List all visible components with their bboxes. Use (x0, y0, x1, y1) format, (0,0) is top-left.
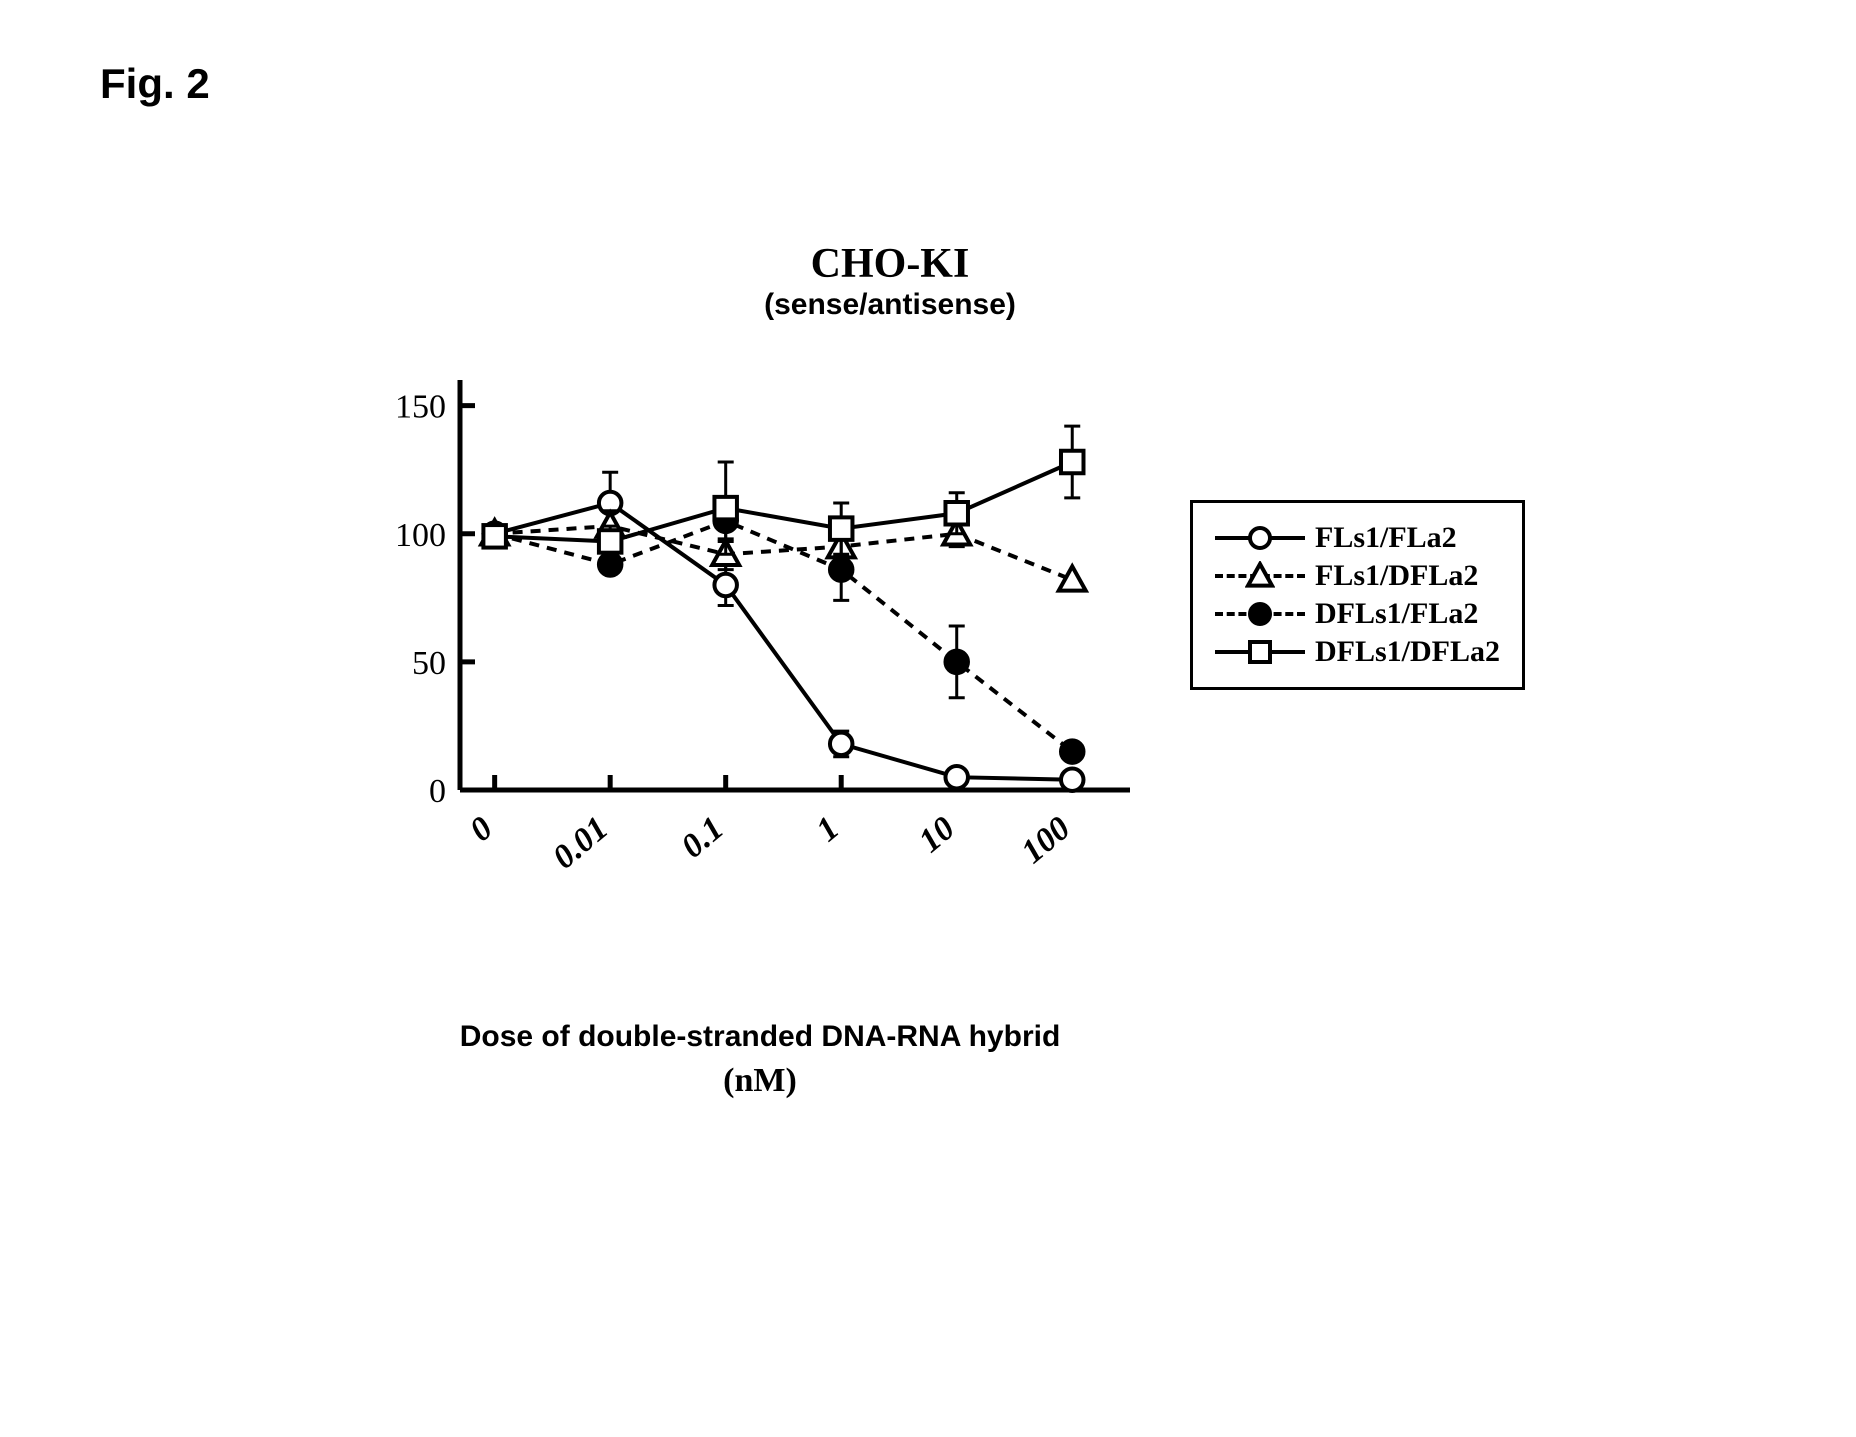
legend-item: DFLs1/FLa2 (1215, 597, 1500, 631)
legend-label: FLs1/DFLa2 (1315, 559, 1478, 593)
svg-text:1: 1 (810, 810, 847, 849)
legend-swatch (1215, 561, 1305, 591)
svg-text:100: 100 (395, 517, 446, 554)
line-chart: 0 50 100 150 0 0.01 0.1 1 10 100 (370, 370, 1150, 890)
legend-item: DFLs1/DFLa2 (1215, 635, 1500, 669)
legend-label: FLs1/FLa2 (1315, 521, 1457, 555)
chart-title-sub: (sense/antisense) (690, 288, 1090, 322)
svg-text:0.01: 0.01 (546, 810, 615, 877)
x-axis-label: Dose of double-stranded DNA-RNA hybrid (… (370, 1020, 1150, 1100)
svg-text:0: 0 (429, 773, 446, 810)
svg-text:10: 10 (912, 810, 962, 860)
svg-text:50: 50 (412, 645, 446, 682)
series-DFLs1/DFLa2 (483, 426, 1083, 557)
chart-title: CHO-KI (sense/antisense) (690, 240, 1090, 322)
x-axis-label-unit: (nM) (370, 1062, 1150, 1100)
legend-swatch (1215, 599, 1305, 629)
svg-text:0: 0 (463, 810, 500, 849)
svg-text:100: 100 (1015, 810, 1078, 871)
legend-item: FLs1/DFLa2 (1215, 559, 1500, 593)
legend-swatch (1215, 637, 1305, 667)
svg-text:150: 150 (395, 389, 446, 426)
legend-label: DFLs1/FLa2 (1315, 597, 1478, 631)
series-FLs1/DFLa2 (481, 511, 1086, 591)
chart-legend: FLs1/FLa2 FLs1/DFLa2 DFLs1/FLa2 DFLs1/DFLa2 (1190, 500, 1525, 690)
legend-item: FLs1/FLa2 (1215, 521, 1500, 555)
legend-label: DFLs1/DFLa2 (1315, 635, 1500, 669)
x-axis-label-main: Dose of double-stranded DNA-RNA hybrid (460, 1020, 1061, 1053)
figure-2: Fig. 2 CHO-KI (sense/antisense) Relative… (40, 40, 1816, 1397)
svg-text:0.1: 0.1 (674, 810, 730, 866)
figure-label: Fig. 2 (100, 60, 210, 108)
chart-title-main: CHO-KI (690, 240, 1090, 288)
legend-swatch (1215, 523, 1305, 553)
